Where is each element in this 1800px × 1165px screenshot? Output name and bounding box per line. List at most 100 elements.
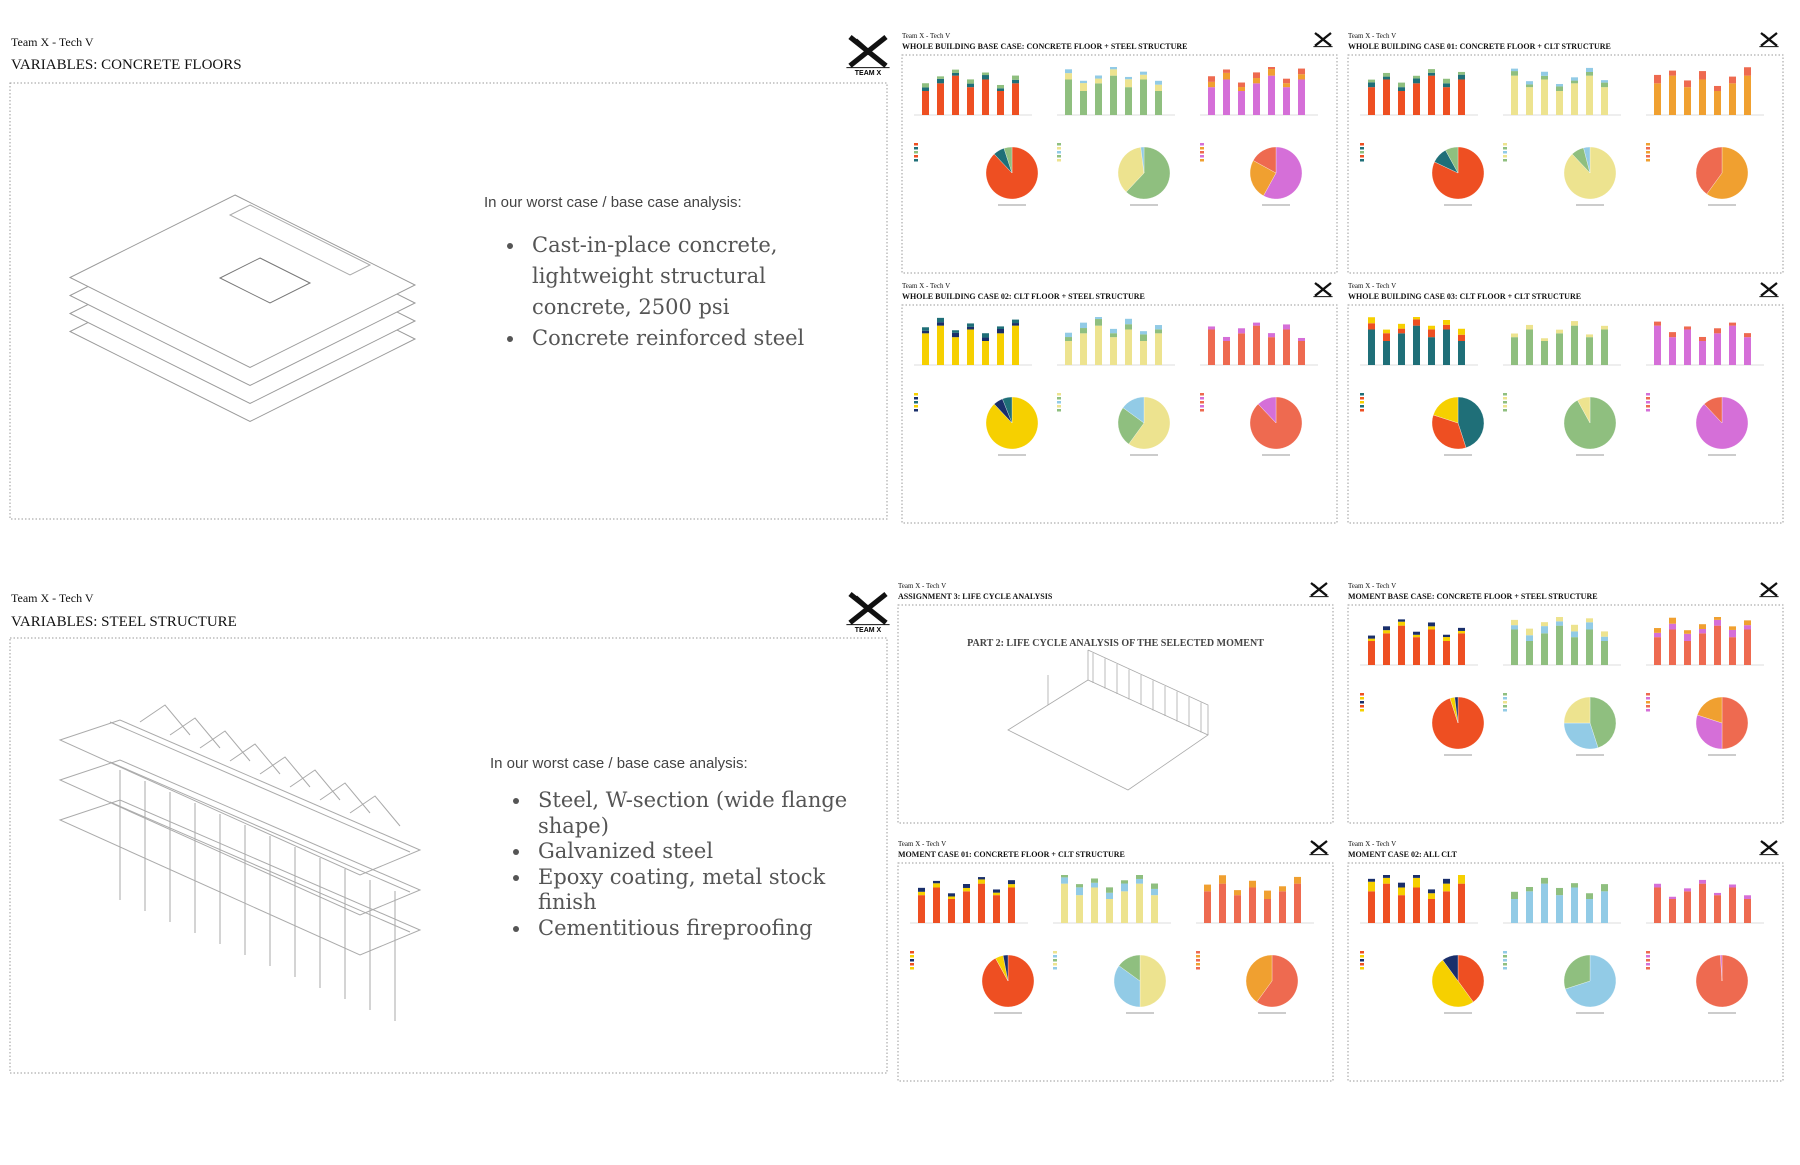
mini-bar — [1556, 333, 1563, 365]
mini-legend — [1057, 397, 1061, 400]
mini-bar — [1155, 325, 1162, 330]
mini-bar — [922, 333, 929, 365]
mini-bar — [1458, 334, 1465, 341]
mini-bar — [1526, 87, 1533, 115]
mini-bar — [1541, 341, 1548, 365]
mini-legend — [1200, 401, 1204, 404]
mini-legend — [1646, 693, 1650, 696]
truss — [139, 704, 191, 736]
mini-bar — [1541, 75, 1548, 80]
mini-bar — [1106, 899, 1113, 923]
bullet: Cementitious fireproofing — [532, 916, 872, 942]
mini-bar — [1729, 637, 1736, 665]
mini-bar — [1744, 625, 1751, 630]
mini-bar — [1654, 632, 1661, 638]
mini-bar — [1428, 629, 1435, 665]
mini-legend — [1646, 701, 1650, 704]
mini-bar — [1238, 91, 1245, 115]
mini-bar — [963, 887, 970, 892]
mini-legend — [1360, 151, 1364, 154]
mini-bar — [1729, 76, 1736, 84]
slide-title: VARIABLES: STEEL STRUCTURE — [11, 614, 237, 630]
mini-bar — [982, 79, 989, 115]
mini-bar — [1080, 322, 1087, 329]
floor-slab — [68, 194, 417, 369]
mini-legend — [1196, 967, 1200, 970]
mini-bar — [1061, 875, 1068, 878]
mini-bar — [1669, 617, 1676, 624]
mini-bar — [982, 333, 989, 338]
mini-pie-wedge — [1117, 407, 1145, 445]
mini-pie-wedge — [1431, 146, 1485, 200]
mini-bar — [1383, 626, 1390, 631]
mini-legend — [1503, 143, 1507, 146]
mini-bar — [1091, 878, 1098, 883]
mini-legend — [1503, 155, 1507, 158]
mini-bar — [997, 333, 1004, 365]
mini-bar — [937, 76, 944, 79]
mini-bar — [1253, 83, 1260, 115]
mini-bar — [933, 880, 940, 884]
logo-mark — [1314, 32, 1332, 47]
mini-legend — [1503, 701, 1507, 704]
mini-bar — [1511, 75, 1518, 115]
mini-bar — [952, 330, 959, 333]
mini-bar — [1413, 78, 1420, 84]
mini-legend — [1360, 967, 1364, 970]
mini-bar — [1443, 83, 1450, 88]
mini-bar — [952, 337, 959, 365]
thumb-team: Team X - Tech V — [1348, 32, 1397, 40]
thumb-team: Team X - Tech V — [1348, 582, 1397, 590]
logo-mark — [848, 34, 888, 68]
mini-bar — [1204, 891, 1211, 923]
mini-legend — [1200, 397, 1204, 400]
mini-legend — [1200, 147, 1204, 150]
mini-bar — [1080, 328, 1087, 334]
steel-frame — [58, 704, 422, 1021]
mini-bar — [1298, 68, 1305, 75]
mini-pie-wedge — [1253, 146, 1277, 174]
mini-bar — [1095, 325, 1102, 365]
mini-bar — [1136, 883, 1143, 923]
mini-bar — [1541, 622, 1548, 627]
mini-legend — [910, 955, 914, 958]
mini-legend — [1503, 147, 1507, 150]
mini-pie-wedge — [1125, 146, 1171, 200]
mini-pie-wedge — [1432, 959, 1474, 1007]
mini-bar — [922, 330, 929, 334]
mini-bar — [1571, 887, 1578, 923]
mini-bar — [1383, 630, 1390, 634]
slide-frame — [901, 54, 1338, 274]
mini-legend — [1646, 159, 1650, 162]
mini-bar — [1110, 337, 1117, 365]
mini-bar — [1413, 634, 1420, 638]
mini-bar — [1140, 341, 1147, 365]
mini-bar — [1065, 79, 1072, 115]
mini-bar — [1443, 634, 1450, 638]
mini-legend — [1646, 955, 1650, 958]
mini-legend — [1360, 705, 1364, 708]
mini-bar — [1065, 69, 1072, 74]
mini-bar — [1586, 893, 1593, 899]
bullet: Steel, W-section (wide flange shape) — [532, 788, 872, 839]
mini-bar — [933, 887, 940, 923]
mini-legend — [1503, 963, 1507, 966]
mini-bar — [1654, 321, 1661, 326]
mini-bar — [1601, 631, 1608, 637]
mini-bar — [1368, 82, 1375, 88]
mini-bar — [1699, 624, 1706, 629]
mini-bar — [1383, 877, 1390, 884]
mini-bar — [1714, 333, 1721, 365]
sketch — [1007, 649, 1209, 791]
mini-legend — [1200, 151, 1204, 154]
mini-bar — [1091, 882, 1098, 888]
mini-bar — [997, 84, 1004, 89]
mini-bar — [1151, 895, 1158, 923]
mini-bar — [1556, 86, 1563, 91]
mini-bar — [1151, 888, 1158, 896]
mini-bar — [1249, 880, 1256, 888]
mini-legend — [1057, 405, 1061, 408]
mini-legend — [1503, 955, 1507, 958]
mini-bar — [1443, 329, 1450, 365]
mini-bar — [1155, 329, 1162, 334]
